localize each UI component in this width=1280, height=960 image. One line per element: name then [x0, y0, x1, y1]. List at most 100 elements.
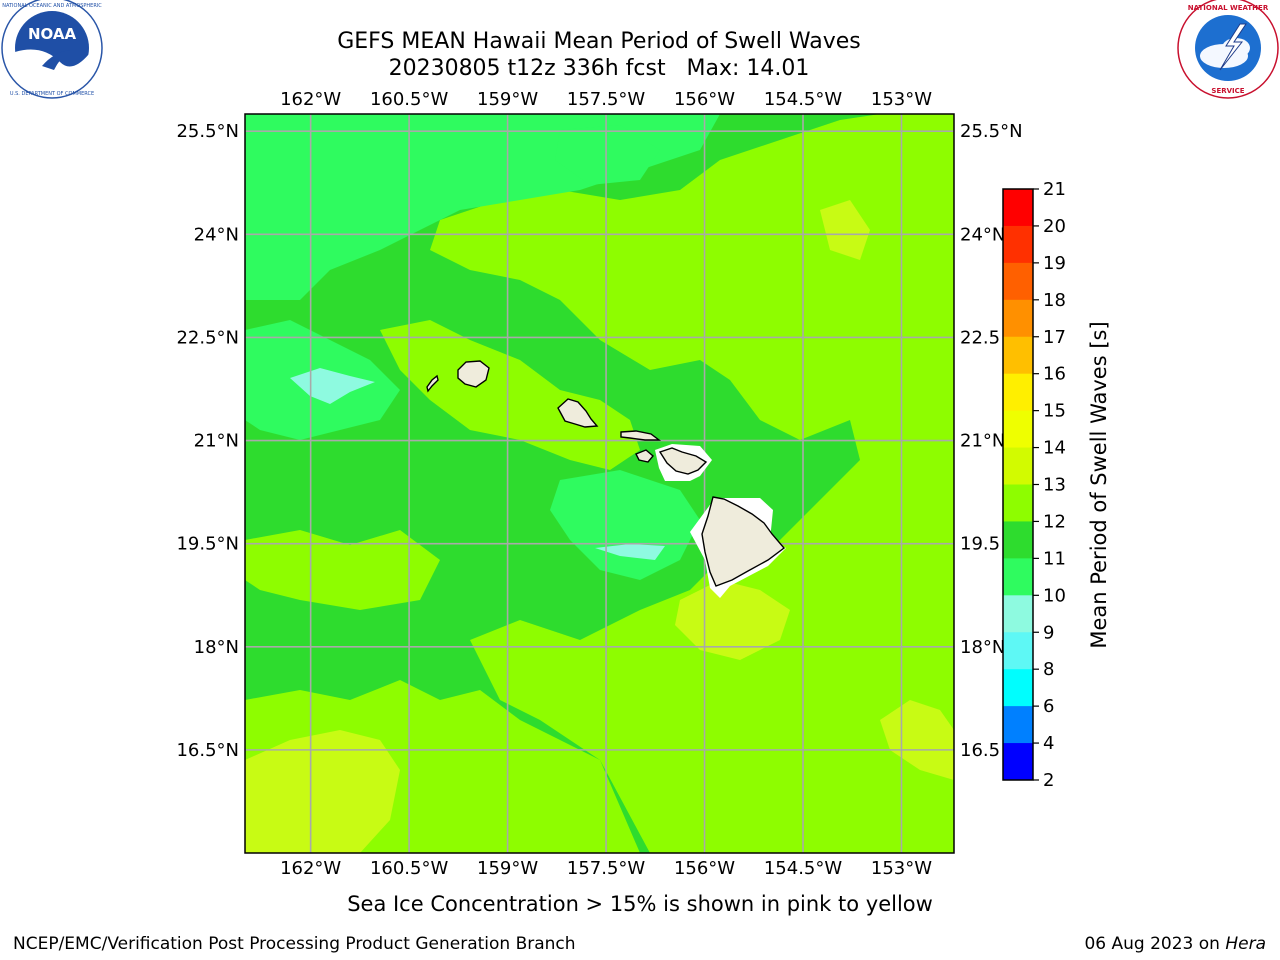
swell-contour-13-14-sw	[245, 730, 400, 853]
lat-tick-label-right: 25.5°N	[960, 121, 1023, 142]
lon-tick-label-bottom: 160.5°W	[370, 858, 449, 879]
colorbar-segment	[1003, 743, 1033, 781]
lat-tick-label-left: 22.5°N	[176, 327, 239, 348]
colorbar-segment	[1003, 225, 1033, 264]
swell-contour-13-14-se	[880, 700, 954, 780]
colorbar-tick-label: 13	[1043, 475, 1066, 496]
colorbar-segment	[1003, 706, 1033, 744]
lat-tick-label-right: 19.5	[960, 534, 1000, 555]
lat-tick-label-right: 24°N	[960, 224, 1005, 245]
colorbar-tick-label: 14	[1043, 438, 1066, 459]
map-area	[245, 114, 954, 853]
swell-contour-13-14-northeast	[820, 200, 870, 260]
lon-tick-label-bottom: 159°W	[477, 858, 538, 879]
colorbar-tick-label: 2	[1043, 770, 1054, 791]
svg-text:NATIONAL WEATHER: NATIONAL WEATHER	[1188, 4, 1269, 12]
colorbar-segment	[1003, 632, 1033, 670]
latitude-labels-left: 25.5°N 24°N 22.5°N 21°N 19.5°N 18°N 16.5°N	[176, 121, 239, 761]
colorbar-segment	[1003, 189, 1033, 227]
lon-tick-label-top: 160.5°W	[370, 89, 449, 110]
island-niihau	[426, 374, 439, 393]
lat-tick-label-left: 19.5°N	[176, 534, 239, 555]
colorbar-tick-label: 15	[1043, 401, 1066, 422]
lon-tick-label-bottom: 156°W	[674, 858, 735, 879]
latitude-labels-right: 25.5°N 24°N 22.5 21°N 19.5 18°N 16.5	[960, 121, 1023, 761]
noaa-logo-icon: NOAA NATIONAL OCEANIC AND ATMOSPHERIC U.…	[1, 0, 103, 99]
sea-ice-caption: Sea Ice Concentration > 15% is shown in …	[347, 892, 933, 916]
lat-tick-label-right: 22.5	[960, 327, 1000, 348]
lon-tick-label-top: 153°W	[871, 89, 932, 110]
colorbar-segment	[1003, 262, 1033, 301]
colorbar-segment	[1003, 521, 1033, 559]
colorbar-tick-label: 12	[1043, 511, 1066, 532]
colorbar-segment	[1003, 373, 1033, 412]
colorbar-tick-label: 16	[1043, 364, 1066, 385]
lat-tick-label-right: 21°N	[960, 431, 1005, 452]
lon-tick-label-bottom: 153°W	[871, 858, 932, 879]
island-lanai	[635, 449, 654, 463]
figure-title-line2: 20230805 t12z 336h fcst Max: 14.01	[389, 56, 810, 81]
colorbar-tick-label: 18	[1043, 290, 1066, 311]
colorbar-segment	[1003, 669, 1033, 707]
lat-tick-label-left: 25.5°N	[176, 121, 239, 142]
swell-contour-10-11-north2	[555, 125, 660, 185]
islands	[426, 360, 786, 598]
footer-machine: Hera	[1225, 934, 1266, 954]
lat-tick-label-right: 16.5	[960, 740, 1000, 761]
colorbar-segment	[1003, 410, 1033, 449]
swell-contour-12-13-west	[245, 530, 440, 610]
colorbar: 21 20 19 18 17 16 15 14 13 12 11 10 9 8 6 4 2	[1002, 179, 1066, 791]
island-maui	[658, 447, 708, 475]
colorbar-label: Mean Period of Swell Waves [s]	[1087, 321, 1111, 648]
colorbar-segment	[1003, 595, 1033, 633]
colorbar-tick-label: 4	[1043, 733, 1054, 754]
lon-tick-label-top: 159°W	[477, 89, 538, 110]
colorbar-tick-label: 10	[1043, 585, 1066, 606]
lon-tick-label-top: 154.5°W	[764, 89, 843, 110]
lon-tick-label-top: 162°W	[280, 89, 341, 110]
footer-date: 06 Aug 2023 on Hera	[1084, 934, 1266, 954]
lat-tick-label-left: 21°N	[194, 431, 239, 452]
lat-tick-label-left: 18°N	[194, 637, 239, 658]
figure-title-line1: GEFS MEAN Hawaii Mean Period of Swell Wa…	[337, 29, 861, 54]
colorbar-tick-label: 19	[1043, 253, 1066, 274]
colorbar-segment	[1003, 447, 1033, 485]
nws-logo-icon: NATIONAL WEATHER SERVICE	[1177, 0, 1279, 99]
colorbar-tick-label: 9	[1043, 622, 1054, 643]
swell-contour-10-11-channel	[550, 470, 700, 580]
footer-branch: NCEP/EMC/Verification Post Processing Pr…	[13, 934, 576, 954]
footer-date-text: 06 Aug 2023 on	[1084, 934, 1225, 954]
colorbar-tick-label: 21	[1043, 179, 1066, 200]
island-molokai	[620, 430, 662, 441]
map-frame	[244, 113, 955, 854]
lon-tick-label-top: 157.5°W	[567, 89, 646, 110]
colorbar-segment	[1003, 558, 1033, 596]
colorbar-tick-label: 17	[1043, 327, 1066, 348]
island-kauai	[457, 360, 490, 388]
graticule	[245, 114, 954, 853]
lat-tick-label-left: 24°N	[194, 224, 239, 245]
svg-text:U.S. DEPARTMENT OF COMMERCE: U.S. DEPARTMENT OF COMMERCE	[10, 91, 94, 97]
swell-contour-12-13-center	[380, 320, 640, 470]
colorbar-tick-label: 20	[1043, 216, 1066, 237]
swell-contour-9-10-south	[595, 544, 665, 560]
colorbar-tick-label: 8	[1043, 659, 1054, 680]
lat-tick-label-left: 16.5°N	[176, 740, 239, 761]
colorbar-tick-label: 11	[1043, 548, 1066, 569]
noaa-logo-text: NOAA	[28, 25, 77, 43]
island-hawaii	[701, 496, 786, 587]
lon-tick-label-top: 156°W	[674, 89, 735, 110]
svg-text:SERVICE: SERVICE	[1211, 87, 1244, 95]
lon-tick-label-bottom: 154.5°W	[764, 858, 843, 879]
longitude-labels-bottom: 162°W 160.5°W 159°W 157.5°W 156°W 154.5°W 153°…	[280, 858, 932, 879]
svg-text:NATIONAL OCEANIC AND ATMOSPHER: NATIONAL OCEANIC AND ATMOSPHERIC	[2, 3, 102, 9]
colorbar-segment	[1003, 299, 1033, 338]
colorbar-segment	[1003, 484, 1033, 522]
longitude-labels-top: 162°W 160.5°W 159°W 157.5°W 156°W 154.5°W 153°…	[280, 89, 932, 110]
lon-tick-label-bottom: 162°W	[280, 858, 341, 879]
lat-tick-label-right: 18°N	[960, 637, 1005, 658]
colorbar-tick-label: 6	[1043, 696, 1054, 717]
swell-contour-12-13-east	[430, 114, 954, 853]
colorbar-segment	[1003, 336, 1033, 375]
